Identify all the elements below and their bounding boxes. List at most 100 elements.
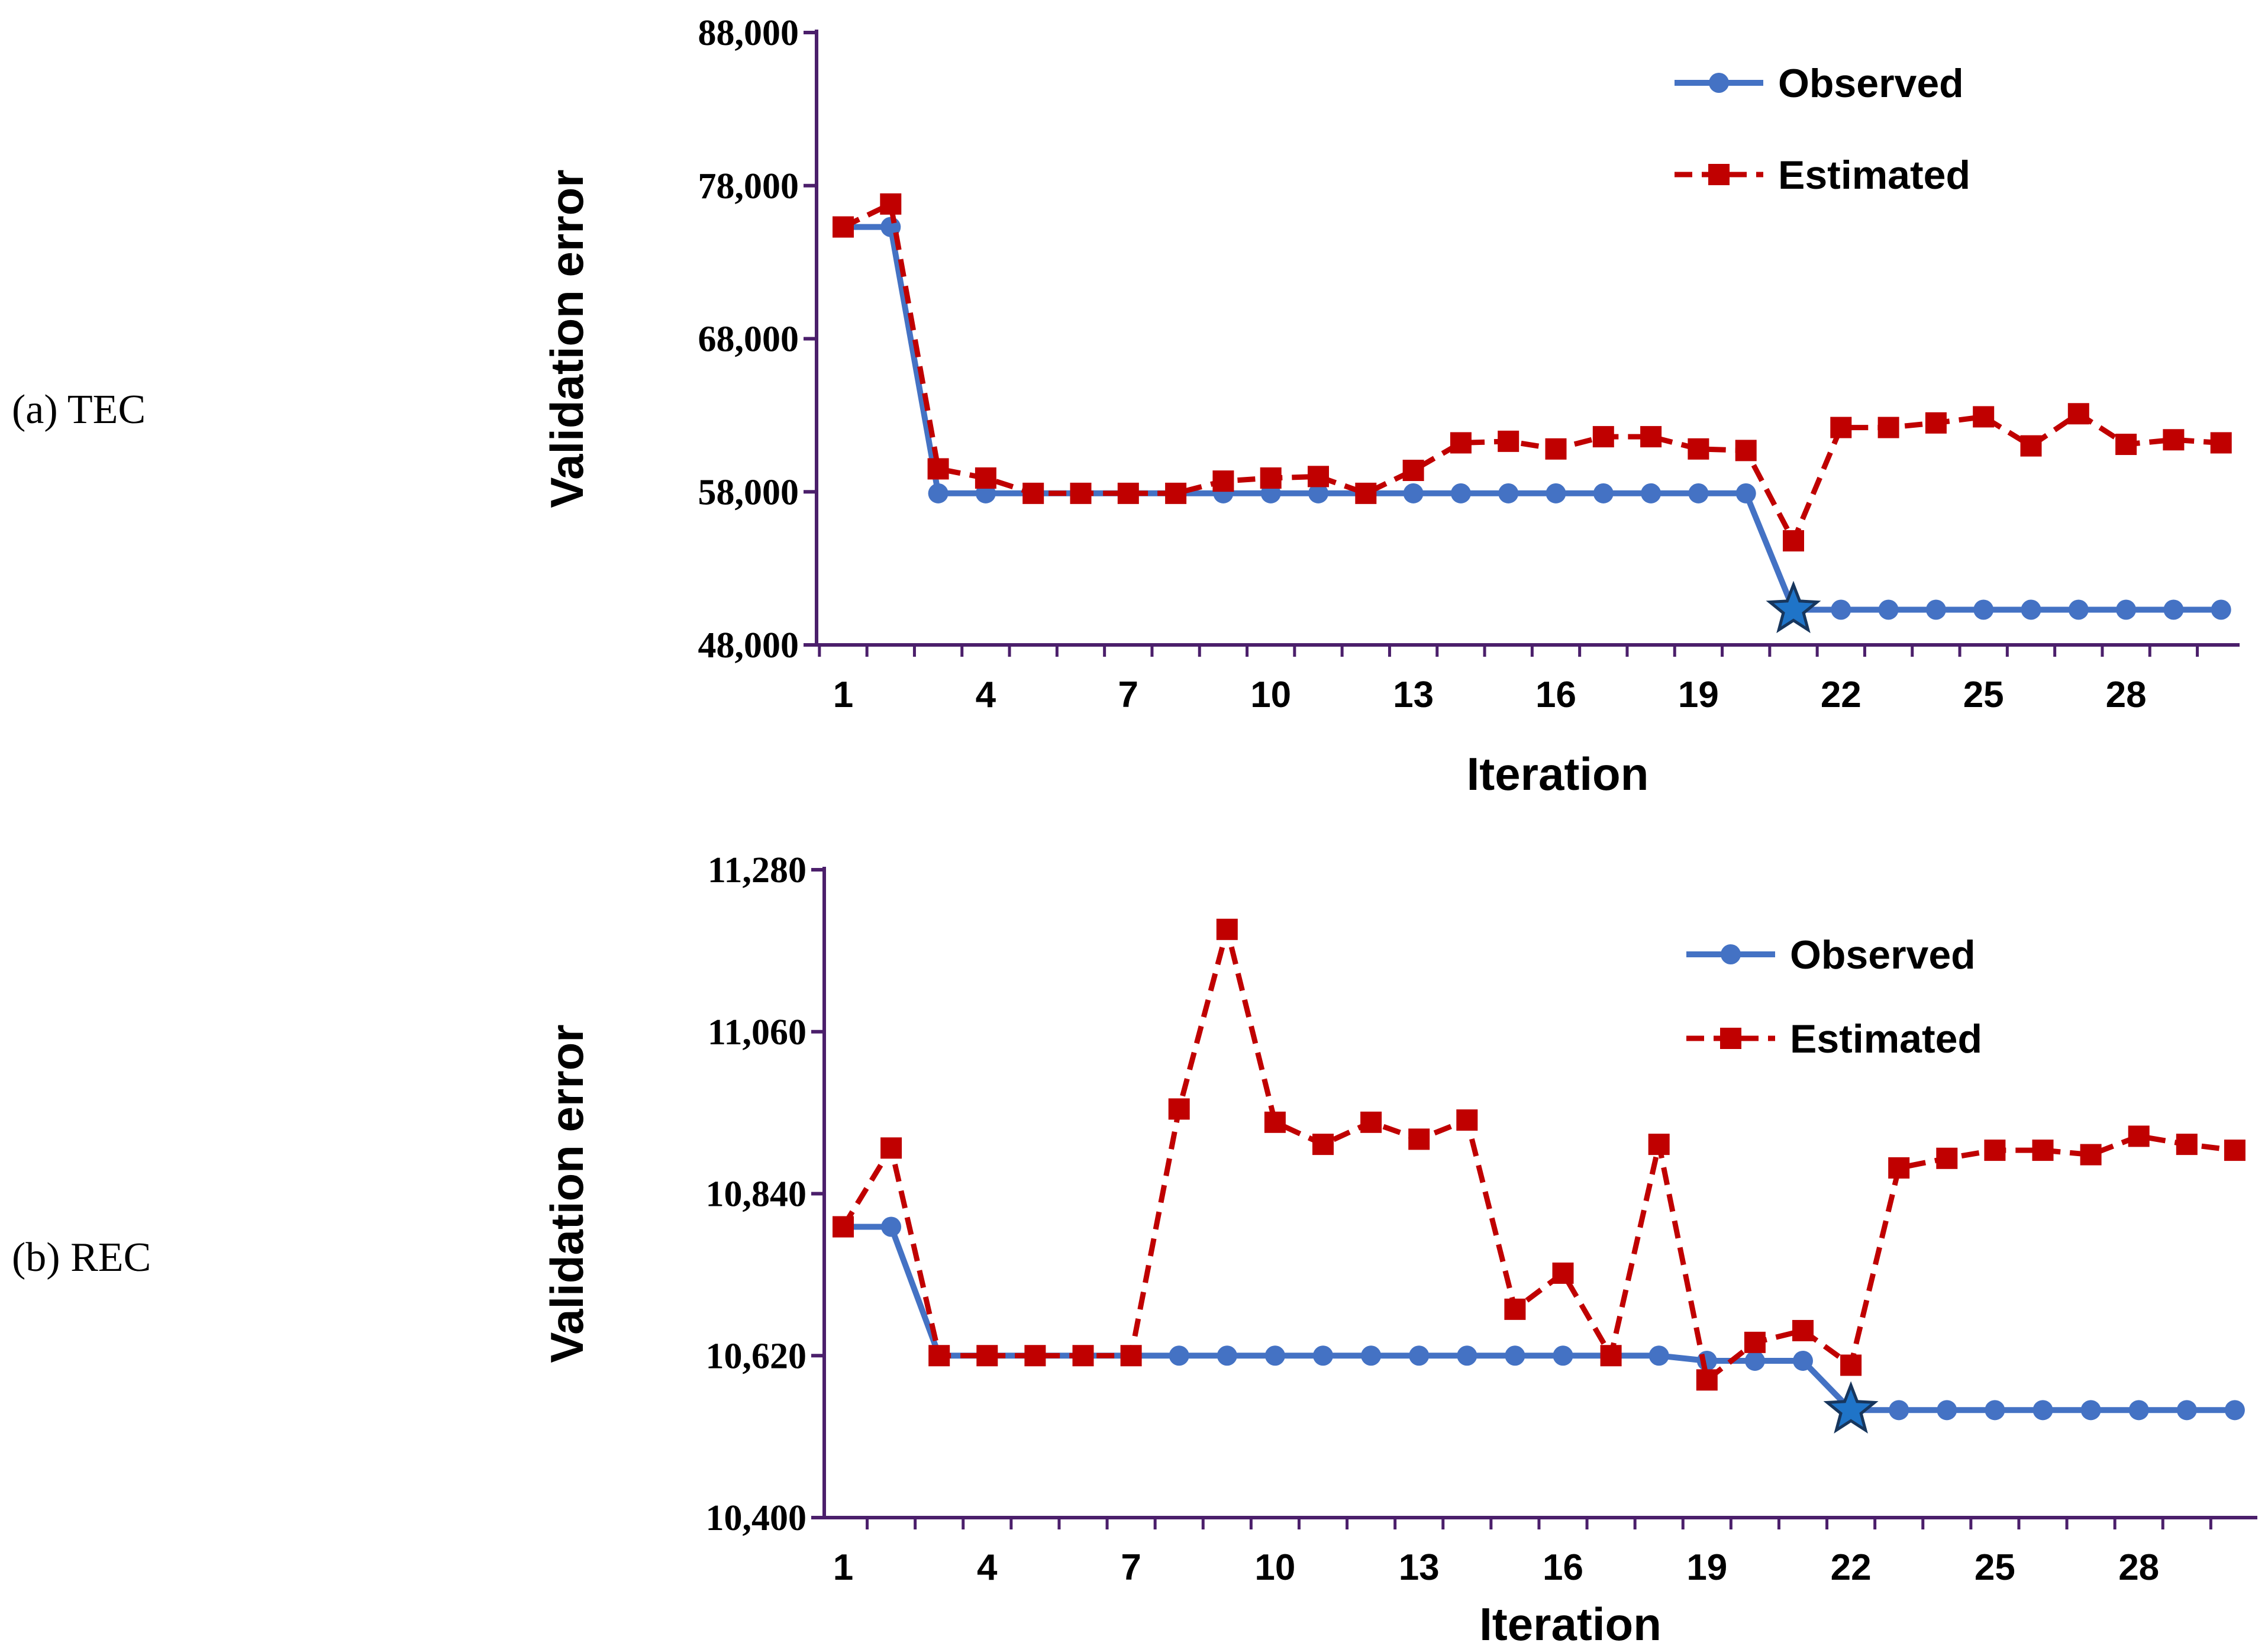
- y-tick-label: 78,000: [698, 166, 799, 206]
- estimated-point: [1212, 470, 1234, 492]
- estimated-point: [1022, 482, 1044, 504]
- observed-point: [1553, 1345, 1573, 1366]
- x-tick-label: 28: [2118, 1547, 2159, 1588]
- x-axis-title: Iteration: [1467, 748, 1649, 800]
- x-tick-label: 28: [2106, 674, 2147, 715]
- estimated-point: [1456, 1109, 1478, 1131]
- x-tick-label: 4: [976, 674, 996, 715]
- estimated-point: [1408, 1128, 1430, 1150]
- observed-point: [2116, 599, 2137, 620]
- estimated-point: [2224, 1140, 2246, 1161]
- estimated-point: [1360, 1111, 1382, 1133]
- estimated-point: [1648, 1134, 1670, 1156]
- x-tick-label: 13: [1393, 674, 1434, 715]
- legend-estimated-label: Estimated: [1778, 153, 1970, 198]
- x-tick-label: 22: [1821, 674, 1861, 715]
- observed-point: [1457, 1345, 1477, 1366]
- estimated-point: [1696, 1369, 1718, 1391]
- estimated-point: [928, 1345, 950, 1367]
- observed-point: [1264, 1345, 1285, 1366]
- observed-point: [1217, 1345, 1237, 1366]
- observed-point: [2211, 599, 2231, 620]
- x-tick-label: 19: [1678, 674, 1719, 715]
- y-tick-label: 88,000: [698, 13, 799, 53]
- estimated-point: [1355, 482, 1377, 504]
- observed-point: [1937, 1400, 1957, 1421]
- estimated-point: [833, 1216, 854, 1238]
- observed-point: [1973, 599, 1994, 620]
- observed-point: [1648, 1345, 1669, 1366]
- y-tick-label: 10,400: [706, 1498, 807, 1538]
- estimated-point: [1552, 1262, 1574, 1284]
- legend-estimated-marker: [1708, 164, 1730, 185]
- x-tick-label: 22: [1831, 1547, 1872, 1588]
- x-tick-label: 16: [1543, 1547, 1583, 1588]
- x-tick-label: 7: [1121, 1547, 1141, 1588]
- chart-rec: 10,400 10,620 10,840 11,060 11,280 1 4 7 10 13 16 1…: [541, 850, 2257, 1646]
- estimated-point: [1592, 426, 1614, 448]
- estimated-point: [833, 216, 854, 238]
- estimated-point: [1504, 1298, 1526, 1320]
- observed-point: [2080, 1400, 2101, 1421]
- legend-observed-marker: [1721, 944, 1741, 964]
- estimated-point: [1312, 1134, 1334, 1156]
- observed-point: [1505, 1345, 1525, 1366]
- estimated-point: [1735, 440, 1757, 461]
- estimated-point: [975, 467, 996, 489]
- x-tick-label: 16: [1535, 674, 1576, 715]
- x-tick-label: 1: [833, 674, 853, 715]
- observed-point: [2128, 1400, 2149, 1421]
- best-iteration-star-icon: [1766, 580, 1821, 634]
- observed-point: [1878, 599, 1899, 620]
- estimated-point: [1744, 1331, 1766, 1353]
- observed-point: [1498, 483, 1519, 504]
- observed-point: [1409, 1345, 1430, 1366]
- estimated-point: [1308, 466, 1329, 488]
- estimated-point: [2176, 1134, 2198, 1156]
- observed-point: [1831, 599, 1851, 620]
- legend-observed-marker: [1709, 73, 1729, 93]
- x-tick-label: 1: [833, 1547, 853, 1588]
- x-tick-label: 13: [1399, 1547, 1440, 1588]
- observed-point: [928, 483, 949, 504]
- estimated-point: [1264, 1111, 1286, 1133]
- y-axis-title: Validation error: [541, 1024, 593, 1363]
- x-tick-label: 10: [1250, 674, 1291, 715]
- x-tick-label: 10: [1254, 1547, 1295, 1588]
- estimated-point: [1984, 1140, 2006, 1161]
- observed-point: [1744, 1350, 1765, 1371]
- estimated-point: [1688, 438, 1709, 460]
- legend-observed-label: Observed: [1790, 932, 1976, 977]
- y-tick-label: 10,840: [706, 1174, 807, 1215]
- estimated-point: [976, 1345, 998, 1367]
- estimated-point: [1936, 1147, 1958, 1169]
- estimated-point: [1072, 1345, 1094, 1367]
- chart-tec: 48,000 58,000 68,000 78,000 88,000 1 4 7 10 13 16 1…: [541, 13, 2240, 800]
- panel-label-tec: (a) TEC: [12, 387, 146, 433]
- x-tick-label: 25: [1975, 1547, 2015, 1588]
- observed-point: [881, 1216, 902, 1237]
- estimated-point: [927, 458, 949, 480]
- observed-point: [1403, 483, 1424, 504]
- observed-point: [1593, 483, 1614, 504]
- y-tick-label: 68,000: [698, 319, 799, 360]
- legend-estimated-marker: [1720, 1028, 1741, 1049]
- observed-point: [1793, 1350, 1813, 1371]
- estimated-point: [1783, 530, 1804, 552]
- x-axis-title: Iteration: [1479, 1598, 1662, 1646]
- estimated-point: [1120, 1345, 1142, 1367]
- y-axis-title: Validation error: [541, 169, 593, 508]
- estimated-point: [1973, 406, 1995, 428]
- legend-estimated-label: Estimated: [1790, 1016, 1982, 1061]
- x-tick-label: 7: [1118, 674, 1138, 715]
- estimated-point: [880, 193, 902, 215]
- observed-point: [1308, 483, 1328, 504]
- estimated-point: [1545, 438, 1567, 460]
- observed-point: [1641, 483, 1662, 504]
- observed-point: [1361, 1345, 1382, 1366]
- observed-point: [2224, 1400, 2245, 1421]
- estimated-point: [2128, 1125, 2150, 1147]
- estimated-point: [1024, 1345, 1046, 1367]
- observed-point: [1735, 483, 1756, 504]
